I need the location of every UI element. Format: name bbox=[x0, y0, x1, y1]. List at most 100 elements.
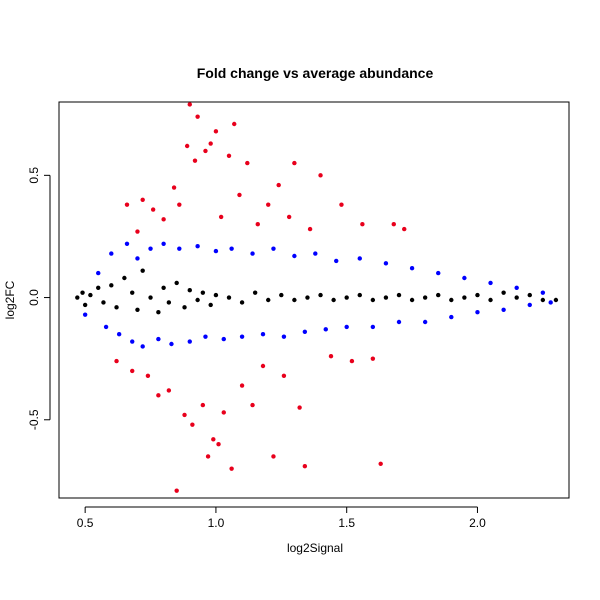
blue-point bbox=[148, 246, 153, 251]
blue-point bbox=[334, 258, 339, 264]
black-point bbox=[213, 292, 219, 298]
red-point bbox=[307, 226, 313, 232]
blue-point bbox=[221, 336, 226, 342]
blue-point bbox=[540, 290, 546, 295]
black-point bbox=[292, 297, 297, 303]
black-point bbox=[80, 290, 85, 295]
red-point bbox=[195, 114, 200, 119]
y-axis-title: log2FC bbox=[3, 280, 17, 319]
black-point bbox=[527, 292, 532, 298]
red-point bbox=[216, 442, 221, 447]
blue-point bbox=[383, 261, 389, 266]
x-tick-label: 0.5 bbox=[77, 516, 94, 530]
red-point bbox=[276, 182, 281, 188]
red-point bbox=[177, 202, 182, 207]
blue-point bbox=[156, 336, 161, 342]
blue-point bbox=[130, 339, 135, 344]
red-point bbox=[297, 405, 302, 410]
blue-point bbox=[501, 307, 506, 312]
black-point bbox=[88, 292, 93, 298]
red-point bbox=[124, 202, 130, 207]
red-point bbox=[135, 229, 140, 234]
red-point bbox=[391, 222, 396, 227]
red-point bbox=[161, 217, 166, 222]
red-point bbox=[370, 356, 376, 361]
black-point bbox=[331, 297, 336, 303]
blue-point bbox=[370, 324, 376, 330]
x-axis-title: log2Signal bbox=[287, 541, 343, 555]
blue-point bbox=[436, 270, 441, 276]
red-point bbox=[232, 121, 237, 127]
blue-point bbox=[187, 339, 192, 344]
blue-point bbox=[250, 251, 255, 256]
red-point bbox=[192, 158, 198, 163]
blue-point bbox=[195, 244, 200, 249]
red-point bbox=[286, 214, 292, 220]
blue-point bbox=[116, 332, 122, 337]
blue-point bbox=[140, 344, 145, 349]
black-point bbox=[101, 300, 106, 305]
black-point bbox=[226, 295, 232, 300]
red-point bbox=[187, 102, 192, 107]
red-point bbox=[266, 202, 271, 207]
red-point bbox=[218, 214, 224, 220]
black-point bbox=[318, 292, 323, 298]
blue-point bbox=[124, 241, 130, 246]
red-point bbox=[302, 464, 308, 469]
red-point bbox=[226, 153, 232, 158]
blue-point bbox=[449, 314, 454, 320]
black-point bbox=[182, 305, 187, 310]
red-point bbox=[213, 129, 219, 134]
red-point bbox=[156, 393, 161, 398]
blue-point bbox=[396, 319, 402, 325]
red-point bbox=[260, 363, 266, 369]
red-point bbox=[378, 461, 383, 466]
blue-point bbox=[313, 251, 318, 256]
blue-point bbox=[82, 312, 88, 317]
black-point bbox=[357, 292, 362, 298]
black-point bbox=[344, 295, 349, 300]
black-point bbox=[82, 302, 88, 308]
x-tick-label: 2.0 bbox=[469, 516, 486, 530]
black-point bbox=[200, 290, 206, 295]
black-point bbox=[305, 295, 310, 300]
red-point bbox=[184, 143, 190, 149]
red-point bbox=[190, 422, 195, 427]
black-point bbox=[383, 295, 389, 300]
black-point bbox=[449, 297, 454, 303]
black-point bbox=[195, 297, 200, 303]
black-point bbox=[187, 288, 192, 293]
black-point bbox=[436, 292, 441, 298]
blue-point bbox=[409, 266, 415, 271]
red-point bbox=[360, 222, 365, 227]
black-point bbox=[266, 297, 271, 303]
blue-point bbox=[103, 324, 109, 330]
red-point bbox=[328, 354, 334, 359]
blue-point bbox=[357, 256, 362, 261]
y-axis: -0.5 0.0 0.5 bbox=[27, 167, 51, 430]
red-point bbox=[250, 402, 255, 408]
red-point bbox=[292, 160, 297, 166]
red-point bbox=[203, 148, 208, 154]
black-point bbox=[140, 268, 145, 273]
x-tick-label: 1.5 bbox=[338, 516, 355, 530]
red-point bbox=[166, 388, 172, 393]
black-point bbox=[75, 295, 80, 300]
black-point bbox=[462, 295, 467, 300]
red-point bbox=[402, 226, 407, 232]
chart-title: Fold change vs average abundance bbox=[197, 65, 434, 81]
blue-point bbox=[239, 334, 245, 339]
blue-point bbox=[169, 341, 174, 347]
black-point bbox=[109, 283, 114, 288]
x-axis: 0.5 1.0 1.5 2.0 bbox=[77, 506, 486, 530]
black-point bbox=[114, 305, 119, 310]
black-point bbox=[135, 307, 140, 312]
red-point bbox=[114, 358, 119, 364]
black-point bbox=[166, 300, 172, 305]
red-point bbox=[237, 192, 242, 198]
black-point bbox=[122, 275, 127, 281]
red-point bbox=[245, 160, 250, 166]
red-point bbox=[208, 141, 213, 146]
black-point bbox=[396, 292, 402, 298]
